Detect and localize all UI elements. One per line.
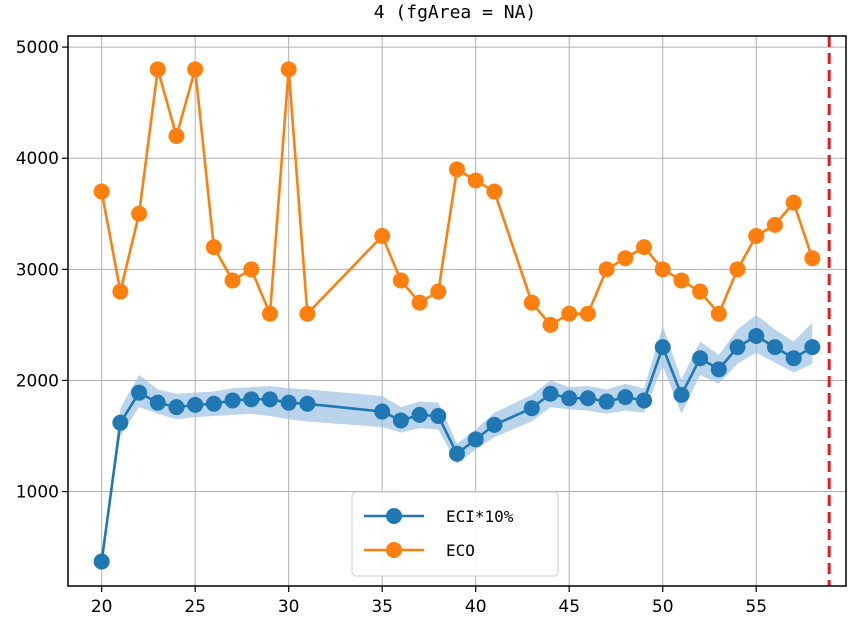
legend-box: [352, 492, 558, 576]
data-point-1: [580, 306, 596, 322]
data-point-0: [430, 408, 446, 424]
data-point-1: [673, 272, 689, 288]
data-point-1: [636, 239, 652, 255]
y-tick-label: 4000: [16, 149, 59, 169]
data-point-1: [374, 228, 390, 244]
legend-label: ECI*10%: [446, 507, 514, 526]
data-point-1: [112, 284, 128, 300]
x-tick-label: 45: [558, 597, 580, 617]
series-lines: [102, 69, 813, 561]
data-point-0: [543, 386, 559, 402]
data-point-0: [468, 431, 484, 447]
data-point-0: [673, 387, 689, 403]
data-point-0: [730, 339, 746, 355]
data-point-0: [187, 397, 203, 413]
data-point-0: [711, 361, 727, 377]
data-point-0: [524, 400, 540, 416]
data-point-0: [804, 339, 820, 355]
data-point-0: [94, 554, 110, 570]
data-point-1: [543, 317, 559, 333]
data-point-1: [150, 61, 166, 77]
data-point-1: [617, 250, 633, 266]
data-point-1: [225, 272, 241, 288]
data-point-0: [636, 392, 652, 408]
legend-label: ECO: [446, 541, 475, 560]
data-point-1: [187, 61, 203, 77]
x-tick-label: 35: [371, 597, 393, 617]
data-point-0: [412, 407, 428, 423]
y-axis: 1000 2000 3000 4000 5000: [16, 38, 68, 502]
x-tick-label: 40: [465, 597, 487, 617]
data-point-1: [449, 161, 465, 177]
data-point-0: [225, 392, 241, 408]
data-point-1: [243, 261, 259, 277]
data-point-1: [786, 195, 802, 211]
x-tick-label: 25: [184, 597, 206, 617]
legend: ECI*10% ECO: [352, 492, 558, 576]
data-point-1: [486, 184, 502, 200]
data-point-1: [767, 217, 783, 233]
y-tick-label: 2000: [16, 371, 59, 391]
data-point-1: [561, 306, 577, 322]
data-point-0: [262, 391, 278, 407]
data-point-0: [299, 396, 315, 412]
chart-title: 4 (fgArea = NA): [374, 2, 537, 23]
data-point-1: [524, 295, 540, 311]
data-point-1: [299, 306, 315, 322]
data-point-0: [168, 399, 184, 415]
data-point-0: [112, 415, 128, 431]
data-point-1: [262, 306, 278, 322]
y-tick-label: 3000: [16, 260, 59, 280]
data-point-1: [206, 239, 222, 255]
data-point-0: [767, 339, 783, 355]
data-point-1: [748, 228, 764, 244]
data-point-1: [655, 261, 671, 277]
data-point-1: [131, 206, 147, 222]
x-tick-label: 20: [91, 597, 113, 617]
data-point-1: [281, 61, 297, 77]
data-point-0: [561, 390, 577, 406]
data-point-0: [692, 350, 708, 366]
x-tick-label: 30: [278, 597, 300, 617]
data-point-1: [804, 250, 820, 266]
data-point-0: [206, 396, 222, 412]
data-point-0: [243, 391, 259, 407]
data-point-0: [131, 385, 147, 401]
data-point-1: [468, 172, 484, 188]
data-point-1: [711, 306, 727, 322]
data-point-0: [486, 417, 502, 433]
data-point-1: [730, 261, 746, 277]
data-point-0: [374, 404, 390, 420]
data-point-1: [412, 295, 428, 311]
x-tick-label: 55: [745, 597, 767, 617]
data-point-0: [150, 395, 166, 411]
x-axis: 20 25 30 35 40 45 50 55: [91, 586, 767, 617]
data-point-1: [599, 261, 615, 277]
data-point-0: [617, 389, 633, 405]
y-tick-label: 1000: [16, 483, 59, 503]
data-point-0: [748, 328, 764, 344]
data-point-0: [599, 394, 615, 410]
data-point-0: [655, 339, 671, 355]
y-tick-label: 5000: [16, 38, 59, 58]
x-tick-label: 50: [652, 597, 674, 617]
legend-marker: [386, 542, 402, 558]
data-point-0: [393, 412, 409, 428]
data-point-0: [281, 395, 297, 411]
data-point-1: [430, 284, 446, 300]
data-point-1: [94, 184, 110, 200]
data-point-1: [692, 284, 708, 300]
data-point-1: [393, 272, 409, 288]
data-point-0: [449, 446, 465, 462]
data-point-1: [168, 128, 184, 144]
legend-marker: [386, 508, 402, 524]
data-point-0: [580, 390, 596, 406]
data-point-0: [786, 350, 802, 366]
